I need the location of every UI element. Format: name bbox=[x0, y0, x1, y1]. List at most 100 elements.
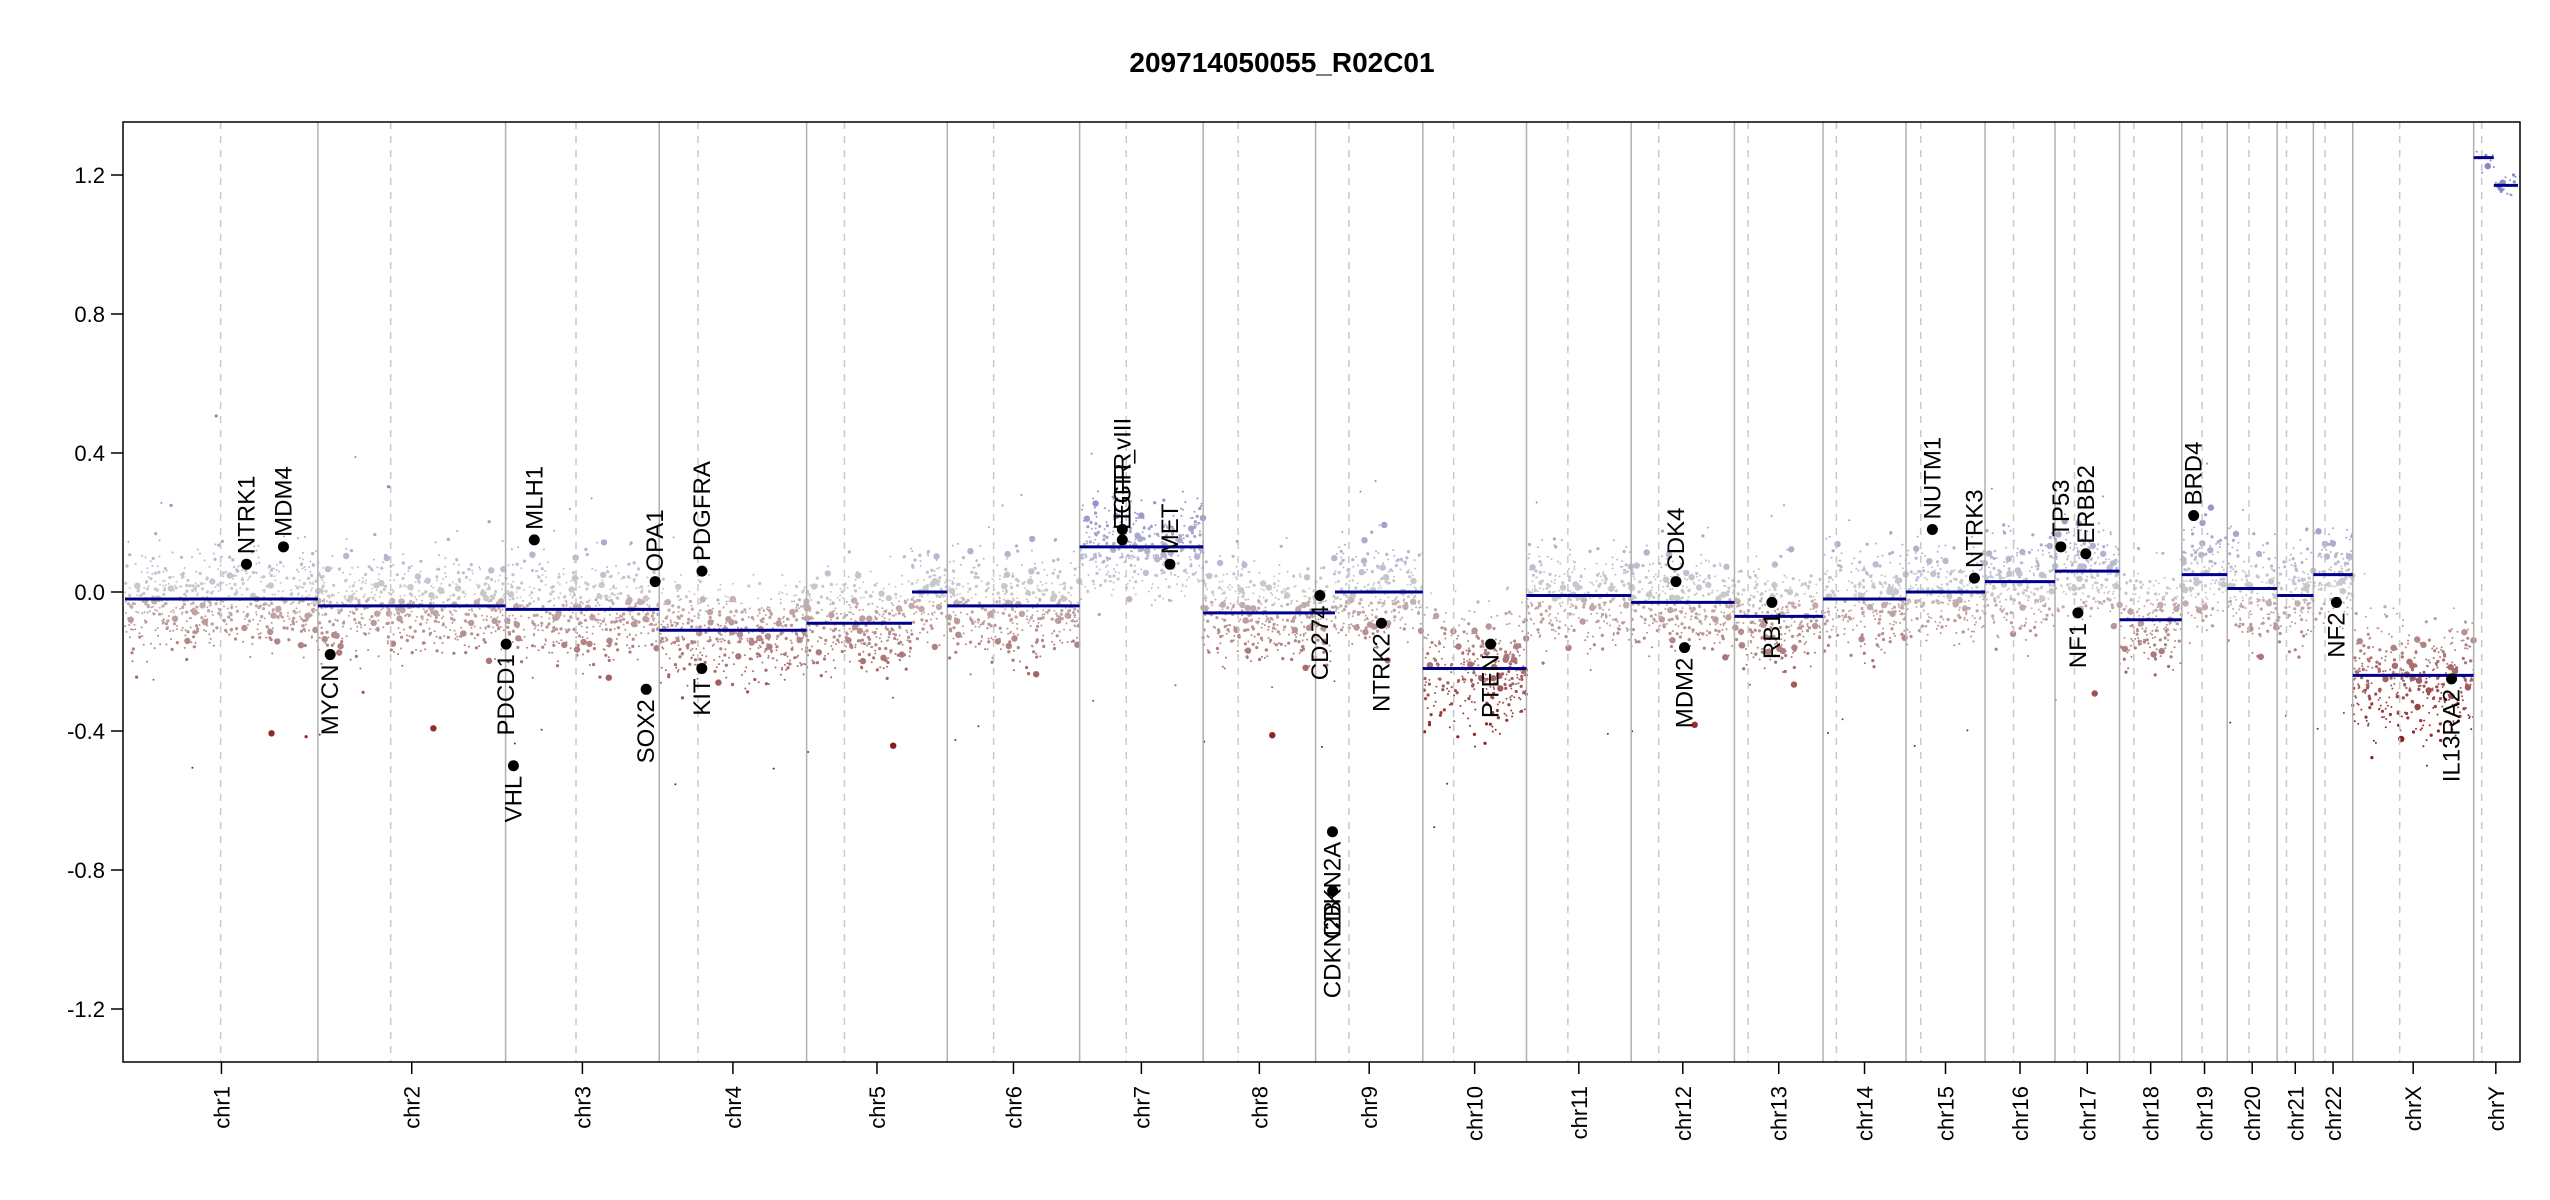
probe-point bbox=[1355, 555, 1357, 558]
probe-point bbox=[1507, 669, 1511, 674]
probe-point bbox=[1186, 572, 1189, 575]
probe-point bbox=[1266, 617, 1270, 621]
probe-point bbox=[1495, 650, 1498, 652]
probe-point bbox=[369, 628, 372, 631]
probe-point bbox=[1403, 560, 1407, 565]
probe-point bbox=[1243, 620, 1246, 623]
probe-point bbox=[1300, 601, 1308, 609]
probe-point bbox=[303, 566, 306, 568]
probe-point bbox=[858, 659, 861, 662]
probe-point bbox=[786, 662, 789, 665]
probe-point bbox=[1404, 623, 1407, 626]
probe-point bbox=[801, 605, 804, 608]
probe-point bbox=[749, 647, 752, 650]
probe-point bbox=[146, 605, 150, 609]
probe-point bbox=[1393, 575, 1395, 578]
probe-point bbox=[1067, 612, 1070, 615]
probe-point bbox=[189, 603, 192, 606]
probe-point bbox=[1266, 649, 1269, 651]
probe-point bbox=[915, 605, 919, 609]
probe-point bbox=[743, 654, 746, 657]
probe-point bbox=[263, 588, 266, 591]
probe-point bbox=[1332, 600, 1335, 603]
probe-point bbox=[909, 640, 912, 643]
probe-point bbox=[336, 649, 343, 656]
probe-point bbox=[1352, 565, 1355, 568]
probe-point bbox=[1305, 615, 1310, 619]
probe-point bbox=[1059, 639, 1062, 642]
probe-point bbox=[1410, 571, 1413, 574]
probe-point bbox=[1056, 574, 1060, 578]
probe-point bbox=[789, 623, 794, 628]
probe-point bbox=[497, 598, 505, 605]
probe-point bbox=[1255, 620, 1257, 623]
probe-point bbox=[1110, 594, 1113, 597]
probe-point bbox=[1217, 632, 1220, 635]
probe-point bbox=[1600, 612, 1605, 617]
probe-point bbox=[632, 618, 635, 621]
probe-point bbox=[373, 623, 375, 626]
probe-point bbox=[164, 584, 167, 587]
probe-point bbox=[432, 586, 435, 589]
probe-point bbox=[1602, 571, 1605, 574]
probe-point bbox=[1548, 572, 1552, 577]
probe-point bbox=[910, 629, 913, 632]
probe-point bbox=[1292, 574, 1296, 578]
probe-point bbox=[1325, 618, 1328, 621]
probe-point bbox=[597, 621, 600, 624]
probe-point bbox=[1344, 604, 1348, 609]
probe-point bbox=[889, 651, 892, 654]
probe-point bbox=[1027, 621, 1030, 624]
probe-point bbox=[497, 579, 500, 582]
probe-point bbox=[1550, 623, 1554, 627]
probe-point bbox=[646, 612, 650, 616]
probe-point bbox=[456, 530, 459, 533]
probe-point bbox=[345, 635, 348, 638]
probe-point bbox=[1241, 594, 1245, 599]
probe-point bbox=[1149, 524, 1153, 529]
probe-point bbox=[534, 625, 537, 628]
probe-point bbox=[1600, 615, 1603, 618]
probe-point bbox=[613, 620, 617, 624]
probe-point bbox=[267, 628, 274, 636]
probe-point bbox=[606, 570, 610, 574]
probe-point bbox=[757, 597, 760, 600]
probe-point bbox=[558, 572, 561, 575]
probe-point bbox=[370, 583, 373, 586]
probe-point bbox=[124, 625, 127, 628]
probe-point bbox=[1253, 560, 1256, 563]
probe-point bbox=[424, 610, 428, 614]
probe-point bbox=[379, 611, 381, 614]
probe-point bbox=[775, 620, 782, 627]
probe-point bbox=[299, 615, 302, 618]
probe-point bbox=[747, 616, 750, 619]
probe-point bbox=[382, 587, 386, 592]
probe-point bbox=[620, 577, 623, 580]
probe-point bbox=[217, 568, 219, 571]
probe-point bbox=[194, 588, 197, 591]
probe-point bbox=[862, 642, 867, 646]
probe-point bbox=[1527, 542, 1532, 547]
probe-point bbox=[980, 634, 983, 637]
probe-point bbox=[396, 611, 401, 616]
probe-point bbox=[1051, 582, 1054, 585]
probe-point bbox=[1152, 554, 1155, 557]
probe-point bbox=[143, 586, 146, 589]
probe-point bbox=[674, 783, 677, 786]
probe-point bbox=[277, 590, 280, 593]
probe-point bbox=[918, 553, 922, 557]
probe-point bbox=[690, 641, 692, 644]
probe-point bbox=[1506, 586, 1510, 590]
probe-point bbox=[1270, 591, 1273, 594]
probe-point bbox=[662, 647, 665, 650]
probe-point bbox=[781, 666, 784, 669]
probe-point bbox=[434, 615, 438, 620]
probe-point bbox=[1258, 571, 1261, 574]
probe-point bbox=[943, 634, 946, 637]
probe-point bbox=[415, 598, 418, 601]
probe-point bbox=[1006, 627, 1009, 630]
probe-point bbox=[1662, 585, 1665, 588]
probe-point bbox=[1094, 560, 1097, 563]
probe-point bbox=[594, 598, 598, 602]
probe-point bbox=[554, 627, 559, 631]
